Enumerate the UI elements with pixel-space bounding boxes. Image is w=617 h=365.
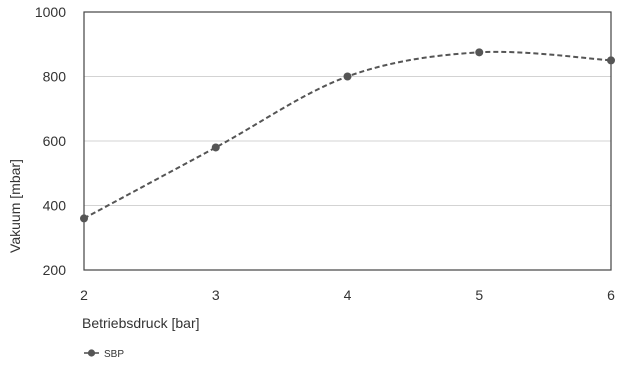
x-tick-label: 2 — [80, 287, 88, 303]
x-axis-title: Betriebsdruck [bar] — [82, 315, 200, 331]
grid — [84, 11, 611, 271]
data-point — [475, 48, 484, 57]
x-tick-label: 4 — [344, 287, 352, 303]
y-tick-label: 600 — [43, 133, 67, 149]
x-tick-label: 5 — [475, 287, 483, 303]
legend-marker-sbp — [87, 349, 96, 357]
x-axis-ticks: 2 3 4 5 6 — [80, 287, 615, 303]
legend: SBP — [84, 349, 124, 360]
y-axis-ticks: 200 400 600 800 1000 — [35, 4, 66, 278]
data-point — [211, 143, 220, 152]
y-tick-label: 200 — [43, 262, 67, 278]
y-tick-label: 1000 — [35, 4, 66, 20]
x-tick-label: 6 — [607, 287, 615, 303]
y-tick-label: 800 — [43, 69, 67, 85]
plot-frame — [83, 11, 612, 271]
data-points — [80, 48, 615, 223]
data-point — [343, 72, 352, 81]
data-point — [607, 56, 615, 65]
y-axis-title: Vakuum [mbar] — [7, 159, 23, 253]
x-tick-label: 3 — [212, 287, 220, 303]
y-tick-label: 400 — [43, 198, 67, 214]
legend-label-sbp: SBP — [104, 349, 124, 360]
data-point — [80, 214, 88, 223]
